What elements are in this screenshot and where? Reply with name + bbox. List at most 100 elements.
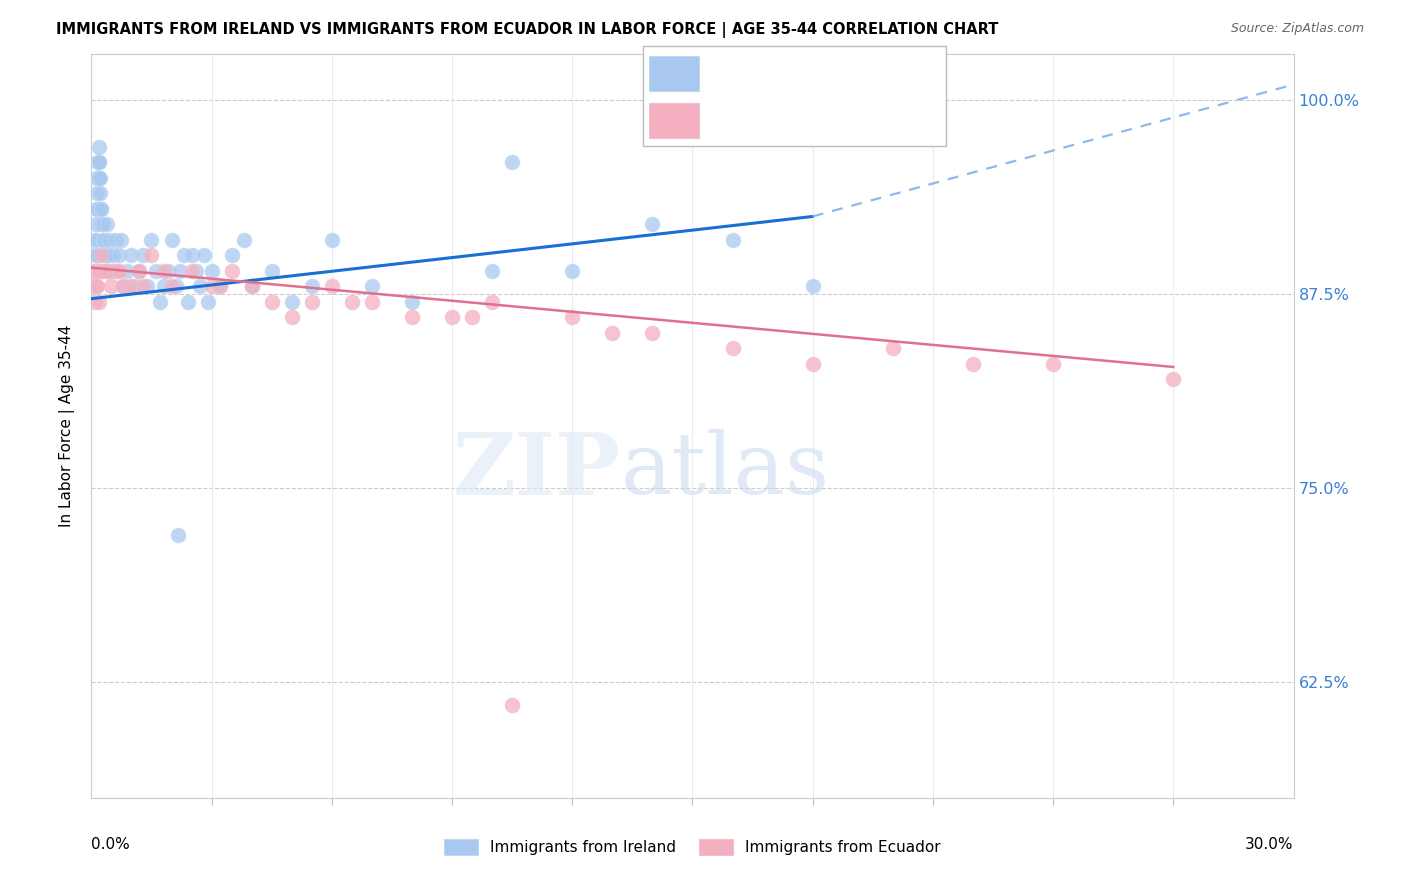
- Text: -0.149: -0.149: [758, 113, 814, 128]
- Text: 0.0%: 0.0%: [91, 837, 131, 852]
- Point: [110, 233, 132, 247]
- Point: [100, 264, 122, 278]
- Point: [561, 310, 583, 325]
- Point: [86, 279, 108, 293]
- Point: [83, 264, 105, 278]
- Point: [721, 342, 744, 356]
- Point: [96, 264, 118, 278]
- Point: [84, 217, 107, 231]
- Point: [401, 294, 423, 309]
- Point: [801, 357, 824, 371]
- Point: [128, 264, 150, 278]
- Point: [166, 527, 188, 541]
- FancyBboxPatch shape: [643, 45, 946, 146]
- Point: [160, 233, 183, 247]
- Point: [232, 233, 254, 247]
- Point: [152, 264, 174, 278]
- Point: [176, 294, 198, 309]
- Point: [91, 217, 114, 231]
- Point: [87, 155, 110, 169]
- Point: [221, 248, 243, 262]
- Point: [561, 264, 583, 278]
- Point: [108, 248, 131, 262]
- Point: [86, 248, 108, 262]
- Point: [240, 279, 263, 293]
- Point: [117, 264, 139, 278]
- Point: [156, 264, 179, 278]
- Point: [86, 264, 108, 278]
- Y-axis label: In Labor Force | Age 35-44: In Labor Force | Age 35-44: [59, 325, 76, 527]
- Point: [87, 170, 110, 185]
- Point: [461, 310, 484, 325]
- Point: [221, 264, 243, 278]
- Text: ZIP: ZIP: [453, 429, 620, 513]
- Text: R =: R =: [707, 113, 738, 128]
- Point: [84, 264, 107, 278]
- Point: [260, 264, 283, 278]
- Point: [401, 310, 423, 325]
- Point: [360, 294, 382, 309]
- Point: [86, 202, 108, 216]
- Text: 45: 45: [875, 113, 897, 128]
- Point: [240, 279, 263, 293]
- Text: N =: N =: [831, 66, 862, 81]
- Point: [93, 233, 115, 247]
- Point: [721, 233, 744, 247]
- Point: [96, 217, 118, 231]
- Point: [962, 357, 984, 371]
- Point: [132, 279, 155, 293]
- Point: [87, 139, 110, 153]
- Point: [501, 155, 523, 169]
- Point: [84, 294, 107, 309]
- Point: [84, 279, 107, 293]
- Point: [481, 294, 503, 309]
- Point: [104, 264, 127, 278]
- Point: [281, 310, 304, 325]
- Point: [93, 264, 115, 278]
- Point: [89, 170, 111, 185]
- Point: [882, 342, 904, 356]
- Point: [121, 279, 143, 293]
- Text: atlas: atlas: [620, 429, 830, 512]
- Point: [208, 279, 231, 293]
- Point: [340, 294, 363, 309]
- Legend: Immigrants from Ireland, Immigrants from Ecuador: Immigrants from Ireland, Immigrants from…: [439, 832, 946, 862]
- Point: [83, 248, 105, 262]
- Point: [208, 279, 231, 293]
- Text: 78: 78: [875, 66, 897, 81]
- Point: [141, 248, 163, 262]
- Point: [112, 279, 135, 293]
- Point: [108, 264, 131, 278]
- Point: [87, 264, 110, 278]
- Point: [180, 264, 202, 278]
- Text: R =: R =: [707, 66, 738, 81]
- Point: [103, 248, 125, 262]
- Point: [112, 279, 135, 293]
- Point: [93, 233, 115, 247]
- Point: [96, 264, 118, 278]
- Point: [260, 294, 283, 309]
- Point: [1042, 357, 1064, 371]
- Point: [84, 233, 107, 247]
- Point: [89, 170, 111, 185]
- Point: [481, 264, 503, 278]
- Point: [87, 294, 110, 309]
- Point: [104, 233, 127, 247]
- Point: [94, 248, 117, 262]
- Point: [124, 279, 146, 293]
- Text: N =: N =: [831, 113, 862, 128]
- Point: [301, 294, 323, 309]
- Point: [152, 279, 174, 293]
- Point: [87, 155, 110, 169]
- Point: [180, 248, 202, 262]
- Point: [90, 248, 112, 262]
- Point: [441, 310, 464, 325]
- Point: [136, 279, 159, 293]
- Point: [82, 279, 104, 293]
- Point: [87, 155, 110, 169]
- Text: IMMIGRANTS FROM IRELAND VS IMMIGRANTS FROM ECUADOR IN LABOR FORCE | AGE 35-44 CO: IMMIGRANTS FROM IRELAND VS IMMIGRANTS FR…: [56, 22, 998, 38]
- Point: [100, 279, 122, 293]
- Point: [86, 202, 108, 216]
- Point: [84, 233, 107, 247]
- Point: [360, 279, 382, 293]
